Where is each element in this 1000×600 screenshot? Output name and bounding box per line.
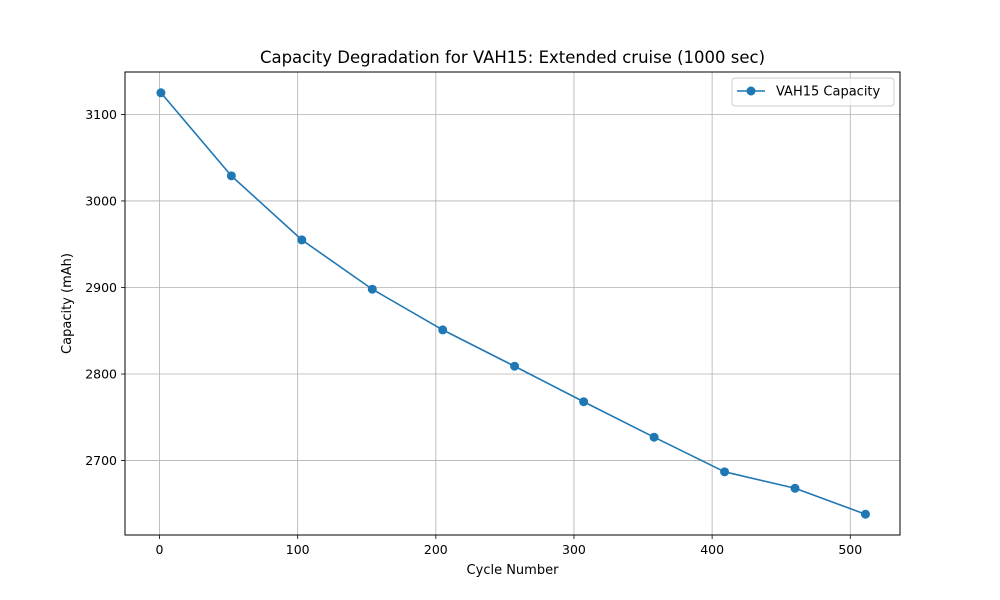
y-axis-label: Capacity (mAh): [60, 253, 75, 354]
x-tick-label: 100: [286, 542, 310, 557]
data-point: [720, 467, 730, 477]
series-layer: [156, 88, 870, 519]
data-point: [367, 284, 377, 294]
legend: VAH15 Capacity: [731, 77, 895, 107]
y-tick-label: 3000: [85, 193, 117, 208]
data-point: [226, 171, 236, 181]
data-point: [649, 432, 659, 442]
y-tick-label: 2800: [85, 367, 117, 382]
y-tick-label: 3100: [85, 107, 117, 122]
x-tick-label: 200: [424, 542, 448, 557]
legend-marker: [746, 86, 756, 96]
x-tick-label: 0: [156, 542, 164, 557]
chart-title: Capacity Degradation for VAH15: Extended…: [260, 48, 765, 67]
data-point: [860, 509, 870, 519]
data-point: [510, 361, 520, 371]
y-tick-label: 2900: [85, 280, 117, 295]
y-tick-label: 2700: [85, 453, 117, 468]
grid: [125, 72, 900, 535]
plot-frame: [124, 71, 901, 536]
x-axis-label: Cycle Number: [467, 563, 560, 578]
legend-box: [731, 77, 895, 107]
legend-label: VAH15 Capacity: [776, 85, 881, 100]
data-point: [790, 483, 800, 493]
x-tick-label: 400: [700, 542, 724, 557]
data-point: [297, 235, 307, 245]
data-point: [579, 397, 589, 407]
data-point: [156, 88, 166, 98]
x-tick-label: 300: [562, 542, 586, 557]
x-tick-label: 500: [838, 542, 862, 557]
data-point: [438, 325, 448, 335]
ticks: 0 100 200 300 400 500 2700 2800 2900 3000 3100: [85, 107, 862, 557]
